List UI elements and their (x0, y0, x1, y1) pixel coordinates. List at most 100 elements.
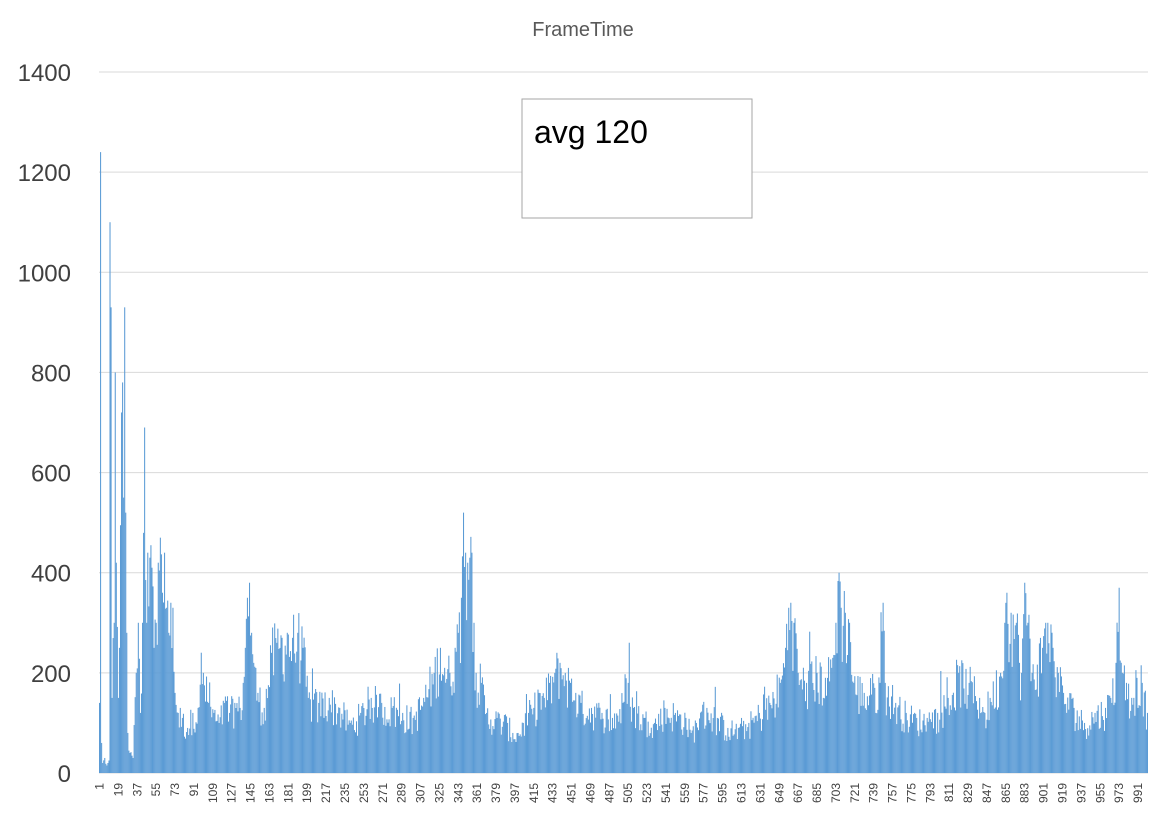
chart-title: FrameTime (532, 19, 633, 41)
bar (172, 607, 174, 773)
x-tick-label: 433 (546, 783, 560, 803)
bar (676, 710, 679, 773)
bar (223, 702, 225, 773)
x-tick-label: 397 (508, 783, 522, 803)
bar (266, 698, 268, 773)
bar (415, 711, 417, 773)
bar (503, 715, 505, 773)
bar (432, 684, 434, 773)
bar (272, 627, 274, 773)
bar (401, 720, 403, 773)
bar (533, 707, 535, 773)
bar (1018, 662, 1021, 773)
bar (935, 708, 937, 773)
bar (900, 719, 902, 773)
bar (1001, 676, 1003, 773)
bar (1026, 625, 1028, 773)
bar (440, 680, 443, 773)
bar (956, 659, 958, 773)
bar (106, 765, 108, 773)
bar (972, 703, 974, 773)
bar (678, 715, 680, 773)
bar (840, 607, 842, 773)
bar (164, 552, 166, 773)
bar (709, 723, 711, 773)
bar (856, 695, 858, 773)
bar (1144, 690, 1146, 773)
bar (716, 717, 718, 773)
bar (267, 685, 269, 773)
bar (1049, 662, 1051, 773)
x-tick-label: 253 (357, 783, 371, 803)
bar (449, 672, 451, 773)
bar (514, 739, 516, 773)
bar (354, 732, 357, 773)
bar (400, 724, 402, 773)
bar (1130, 710, 1132, 773)
bar (1056, 667, 1058, 773)
bar (919, 709, 921, 773)
bar (791, 620, 793, 773)
bar (1091, 711, 1093, 773)
bar (727, 727, 729, 773)
bar (489, 728, 491, 773)
bar (604, 727, 606, 773)
bar (193, 728, 195, 773)
x-tick-label: 577 (697, 783, 711, 803)
bar (162, 602, 165, 773)
bar (977, 709, 979, 773)
bar (277, 628, 279, 773)
bar (460, 597, 462, 773)
bar (375, 694, 377, 773)
bar (1003, 670, 1005, 773)
bar (238, 696, 240, 773)
bar (362, 703, 364, 773)
bar (241, 710, 243, 773)
bar (906, 720, 908, 773)
bar (884, 682, 886, 773)
bar (532, 714, 534, 773)
bar (957, 665, 959, 773)
bar (145, 580, 147, 773)
bar (997, 707, 1000, 773)
bar (749, 738, 751, 773)
bar (109, 222, 111, 773)
bar (122, 382, 124, 773)
bar (703, 701, 705, 773)
bar (373, 707, 375, 773)
bar (1075, 722, 1077, 773)
bar (337, 713, 339, 773)
x-tick-label: 901 (1037, 783, 1051, 803)
bar (928, 712, 930, 773)
bar (627, 682, 629, 773)
bar (954, 710, 957, 773)
bar (1122, 673, 1124, 773)
bar (342, 719, 344, 773)
bar (281, 637, 283, 773)
bar (562, 675, 564, 773)
bar (131, 755, 133, 773)
bar (411, 734, 413, 773)
bar (822, 697, 824, 773)
bar (910, 705, 912, 773)
bar (899, 696, 901, 773)
bar (142, 622, 144, 773)
bar (318, 702, 320, 773)
bar (674, 712, 676, 773)
bar (105, 763, 107, 773)
bar (1034, 690, 1036, 773)
bar (875, 712, 877, 773)
bar (157, 562, 159, 773)
bar (916, 717, 918, 773)
bar (581, 690, 583, 773)
bar (336, 724, 338, 773)
x-tick-label: 37 (130, 783, 144, 797)
bar (348, 720, 350, 773)
bar (851, 674, 853, 773)
bar (325, 716, 327, 773)
bar (922, 720, 924, 773)
bar (319, 691, 321, 773)
bar (679, 714, 681, 773)
bar (670, 717, 672, 773)
bar (414, 719, 416, 773)
